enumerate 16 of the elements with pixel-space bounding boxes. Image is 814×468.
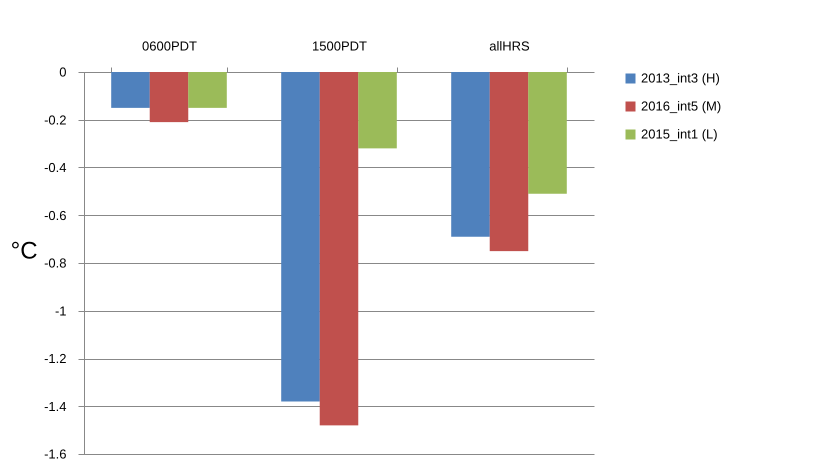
legend-label: 2016_int5 (M) [641, 98, 722, 114]
y-axis-title: °C [10, 238, 38, 264]
x-tick-label: 0600PDT [142, 38, 198, 54]
x-tick-label: allHRS [489, 38, 530, 54]
y-tick-label: -1.6 [44, 446, 66, 462]
y-tick-label: -0.2 [44, 112, 66, 128]
legend-label: 2015_int1 (L) [641, 126, 718, 142]
y-tick-label: -0.4 [44, 160, 66, 175]
legend-label: 2013_int3 (H) [641, 70, 720, 86]
y-tick-label: -0.6 [44, 208, 66, 223]
x-tick-label: 1500PDT [312, 38, 368, 54]
y-tick-label: 0 [59, 64, 66, 80]
y-tick-label: -0.8 [44, 256, 66, 270]
y-tick-label: -1 [54, 303, 66, 318]
y-tick-label: -1.2 [44, 351, 66, 366]
y-tick-label: -1.4 [44, 398, 66, 414]
